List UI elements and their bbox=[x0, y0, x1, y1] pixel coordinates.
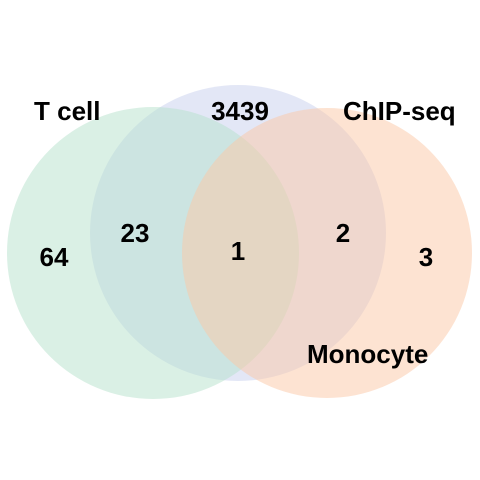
chipseq-label: ChIP-seq bbox=[343, 96, 456, 126]
chipseq-monocyte-count: 2 bbox=[336, 218, 350, 248]
tcell-chipseq-count: 23 bbox=[121, 218, 150, 248]
chipseq-only-count: 3439 bbox=[211, 96, 269, 126]
all-three-count: 1 bbox=[231, 236, 245, 266]
tcell-label: T cell bbox=[34, 96, 100, 126]
monocyte-label: Monocyte bbox=[307, 339, 428, 369]
monocyte-only-count: 3 bbox=[419, 242, 433, 272]
tcell-only-count: 64 bbox=[40, 242, 69, 272]
monocyte-circle bbox=[182, 108, 472, 398]
